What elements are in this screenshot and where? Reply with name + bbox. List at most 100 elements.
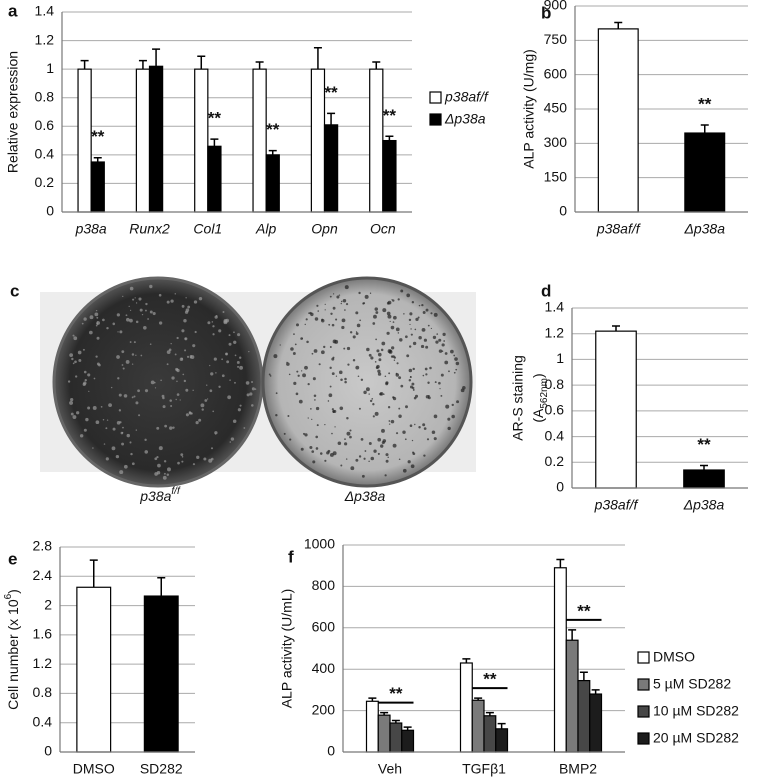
speckle [273,354,278,359]
bar [389,722,403,753]
y-tick-label: 1.2 [545,324,565,340]
speckle [331,372,335,376]
speckle [373,314,377,319]
speckle [125,360,130,364]
speckle [185,308,190,312]
x-tick-label: BMP2 [559,761,597,777]
speckle [82,382,86,387]
speckle [366,347,370,352]
speckle [343,347,346,350]
speckle [112,322,116,326]
legend-swatch [429,91,442,104]
speckle [372,322,376,325]
speckle [184,349,187,352]
x-tick-label: DMSO [73,761,115,777]
speckle [292,352,296,355]
x-tick-label: Δp38a [683,221,725,237]
speckle [218,329,222,333]
speckle [167,467,171,472]
speckle [95,310,98,312]
speckle [423,427,427,430]
speckle [138,297,142,301]
speckle [188,411,192,414]
text-part: (A [530,408,546,423]
speckle [158,293,162,297]
y-tick-label: 2 [44,596,52,612]
speckle [233,331,235,334]
speckle [162,475,167,480]
y-axis-label: Cell number (x 106) [3,589,21,710]
speckle [387,456,389,459]
speckle [83,370,87,374]
speckle [95,324,98,327]
speckle [455,368,458,371]
speckle [447,426,451,431]
bar [207,145,222,213]
speckle [152,311,156,316]
error-bar [612,325,620,332]
speckle [234,381,236,384]
bar [323,124,339,213]
speckle [408,318,412,322]
speckle [329,295,332,298]
speckle [131,462,135,466]
speckle [377,372,382,376]
speckle [371,398,374,400]
speckle [378,358,382,362]
speckle [183,318,187,323]
speckle [327,400,330,402]
y-tick-label: 0.2 [35,174,55,190]
speckle [426,438,430,441]
speckle [230,437,235,441]
speckle [70,398,74,402]
bar [495,728,509,753]
speckle [180,453,184,457]
speckle [398,414,402,418]
speckle [365,387,370,392]
speckle [92,447,94,449]
significance-label: ** [698,95,712,114]
speckle [116,355,120,359]
speckle [341,325,345,330]
speckle [105,427,108,430]
speckle [122,367,125,370]
speckle [335,318,338,321]
speckle [340,378,343,382]
speckle [329,346,332,348]
speckle [103,443,106,445]
speckle [123,394,128,398]
speckle [432,335,437,340]
bar [143,595,179,753]
y-tick-label: 2.4 [33,567,53,583]
speckle [245,381,250,385]
speckle [384,375,387,378]
speckle [172,426,175,429]
speckle [390,419,395,424]
speckle [166,350,171,355]
speckle [455,361,460,366]
speckle [129,341,132,343]
error-bar [89,559,98,588]
speckle [451,414,455,419]
significance-label: ** [383,106,397,125]
speckle [106,419,109,421]
speckle [183,379,187,383]
speckles [268,285,466,478]
speckle [193,300,198,304]
speckle [396,362,399,365]
speckle [385,453,389,457]
speckle [331,432,333,435]
y-tick-label: 0.4 [33,713,53,729]
speckle [345,458,348,460]
speckle [391,346,395,350]
speckle [431,430,436,435]
speckle [346,346,351,351]
speckle [418,304,421,307]
speckle [309,445,313,450]
speckle [131,363,134,365]
speckle [451,403,454,407]
y-tick-label: 300 [544,134,568,150]
speckle [361,474,365,478]
speckle [117,377,120,380]
